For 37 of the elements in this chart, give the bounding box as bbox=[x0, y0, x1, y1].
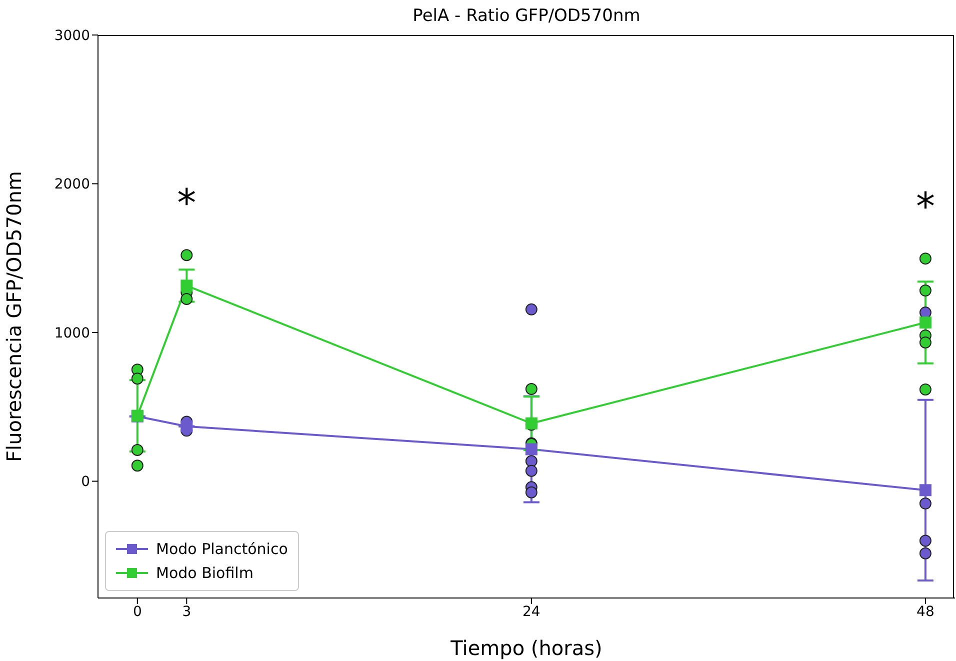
x-axis-title: Tiempo (horas) bbox=[450, 636, 602, 660]
point bbox=[919, 383, 932, 396]
point bbox=[180, 420, 193, 432]
point bbox=[180, 249, 193, 262]
legend-label: Modo Planctónico bbox=[156, 540, 288, 558]
chart-title: PelA - Ratio GFP/OD570nm bbox=[412, 6, 642, 26]
legend-label: Modo Biofilm bbox=[156, 564, 254, 582]
point bbox=[919, 316, 932, 329]
x-tick-label: 0 bbox=[132, 604, 142, 620]
y-tick-label: 2000 bbox=[54, 176, 90, 193]
x-tick-label: 3 bbox=[182, 604, 192, 620]
y-axis-title: Fluorescencia GFP/OD570nm bbox=[2, 171, 26, 462]
point bbox=[131, 372, 144, 385]
point bbox=[525, 464, 538, 477]
x-tick-label: 24 bbox=[522, 604, 540, 620]
point bbox=[919, 284, 932, 297]
annotation: * bbox=[177, 181, 196, 226]
annotation: * bbox=[916, 184, 935, 229]
point bbox=[919, 498, 932, 510]
x-tick-label: 48 bbox=[916, 604, 934, 620]
point bbox=[525, 303, 538, 316]
point bbox=[525, 443, 538, 456]
point bbox=[919, 252, 932, 265]
y-tick-label: 1000 bbox=[54, 325, 90, 342]
point bbox=[919, 534, 932, 547]
y-tick-label: 0 bbox=[81, 474, 90, 490]
point bbox=[525, 486, 538, 498]
point bbox=[919, 484, 932, 496]
point bbox=[919, 547, 932, 560]
point bbox=[525, 455, 538, 468]
point bbox=[131, 444, 144, 456]
point bbox=[131, 460, 144, 472]
point bbox=[525, 383, 538, 396]
point bbox=[919, 336, 932, 348]
y-tick-label: 3000 bbox=[54, 28, 90, 44]
point bbox=[180, 280, 193, 292]
point bbox=[180, 293, 193, 306]
